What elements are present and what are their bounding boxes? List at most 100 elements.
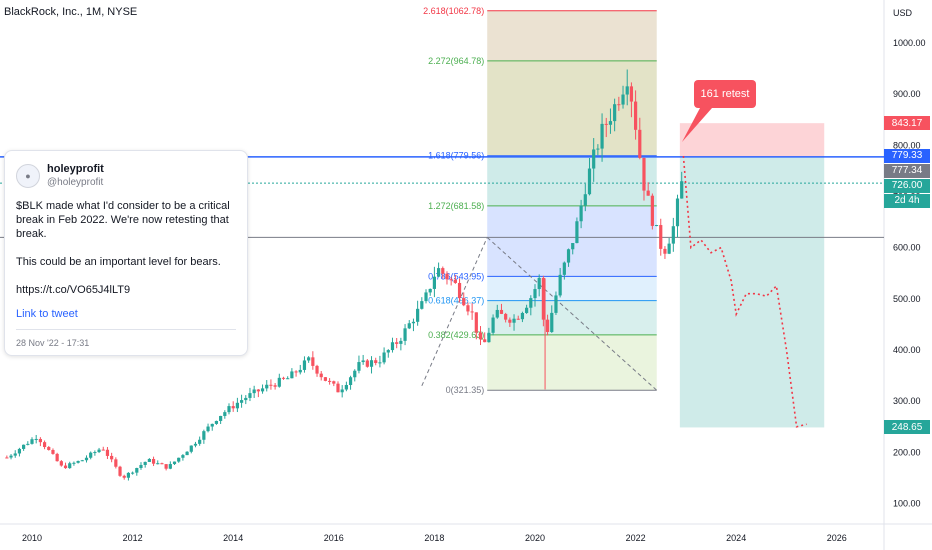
candle-body	[281, 377, 286, 379]
candle-body	[374, 360, 378, 364]
candle-body	[474, 312, 478, 333]
tweet-author-name[interactable]: holeyprofit	[47, 163, 104, 175]
x-tick-label: 2010	[22, 533, 42, 543]
tweet-author-handle[interactable]: @holeyprofit	[47, 177, 104, 188]
tweet-divider	[16, 329, 236, 330]
candle-body	[667, 243, 671, 254]
candle-body	[600, 123, 604, 149]
currency-label: USD	[893, 8, 913, 18]
candle-body	[659, 225, 663, 249]
price-tag: 248.65	[884, 420, 930, 435]
candle-body	[411, 321, 416, 324]
candle-body	[483, 339, 487, 343]
tweet-card[interactable]: ● holeyprofit @holeyprofit $BLK made wha…	[4, 150, 248, 356]
candle-body	[9, 455, 13, 458]
projection-path	[682, 155, 807, 428]
candle-body	[416, 308, 420, 322]
avatar[interactable]: ●	[16, 164, 40, 188]
fib-band	[487, 155, 657, 206]
candle-body	[675, 198, 680, 227]
retest-callout[interactable]: 161 retest	[694, 80, 756, 108]
x-tick-label: 2020	[525, 533, 545, 543]
candle-body	[63, 465, 68, 469]
candle-body	[466, 305, 470, 312]
candle-body	[68, 463, 72, 469]
x-tick-label: 2024	[726, 533, 746, 543]
candle-body	[206, 426, 210, 432]
candle-body	[273, 385, 277, 387]
candle-body	[579, 205, 583, 222]
fib-level-label: 1.618(779.56)	[428, 151, 484, 161]
tweet-url[interactable]: https://t.co/VO65J4lLT9	[16, 284, 131, 296]
candle-body	[193, 443, 198, 446]
candle-body	[562, 262, 566, 275]
y-tick-label: 800.00	[893, 140, 921, 150]
candle-body	[76, 460, 80, 463]
candle-body	[239, 400, 244, 403]
x-tick-label: 2018	[424, 533, 444, 543]
candle-body	[118, 466, 122, 476]
x-tick-label: 2012	[123, 533, 143, 543]
candle-body	[151, 458, 156, 464]
candle-body	[571, 243, 575, 250]
candle-body	[302, 360, 307, 370]
candle-body	[84, 457, 89, 461]
fib-level-label: 0.382(429.63)	[428, 330, 484, 340]
y-tick-label: 500.00	[893, 294, 921, 304]
candle-body	[105, 449, 110, 456]
candle-body	[545, 319, 550, 332]
candle-body	[210, 423, 214, 427]
candle-body	[51, 449, 55, 454]
fib-level-label: 0.618(496.37)	[428, 296, 484, 306]
candle-body	[357, 362, 361, 371]
candle-body	[428, 288, 432, 293]
candle-body	[424, 292, 428, 302]
fib-band	[487, 60, 657, 156]
candle-body	[621, 94, 625, 105]
candle-body	[587, 168, 592, 195]
candle-body	[126, 472, 131, 478]
candle-body	[378, 362, 382, 364]
tweet-date: 28 Nov '22 - 17:31	[16, 338, 90, 348]
candle-body	[680, 181, 684, 199]
y-tick-label: 1000.00	[893, 38, 926, 48]
fib-level-label: 1.272(681.58)	[428, 201, 484, 211]
candle-body	[101, 449, 105, 451]
fib-level-label: 2.618(1062.78)	[423, 6, 484, 16]
candle-body	[114, 459, 118, 467]
candle-body	[219, 415, 223, 421]
fib-band	[487, 334, 657, 391]
tweet-body: $BLK made what I'd consider to be a crit…	[16, 199, 236, 321]
candle-body	[369, 360, 374, 367]
candle-body	[336, 383, 340, 393]
candle-body	[642, 157, 646, 191]
candle-body	[499, 309, 504, 314]
candle-body	[575, 221, 579, 244]
candle-body	[72, 462, 76, 464]
fib-level-label: 0.786(543.95)	[428, 271, 484, 281]
candle-body	[663, 248, 667, 254]
candle-body	[235, 402, 239, 409]
candle-body	[55, 453, 59, 462]
candle-body	[172, 461, 177, 465]
candle-body	[436, 268, 441, 277]
candle-body	[298, 369, 302, 373]
candle-body	[432, 276, 436, 289]
price-tag: 726.00	[884, 178, 930, 193]
price-tag: 779.33	[884, 148, 930, 163]
candle-body	[604, 123, 608, 125]
candle-body	[386, 350, 390, 353]
candle-body	[189, 445, 193, 452]
candle-body	[671, 226, 675, 244]
tweet-author: holeyprofit @holeyprofit	[47, 162, 104, 190]
y-tick-label: 600.00	[893, 243, 921, 253]
link-to-tweet[interactable]: Link to tweet	[16, 308, 78, 320]
candle-body	[650, 195, 654, 226]
candle-body	[596, 148, 600, 150]
candle-body	[478, 332, 483, 340]
candle-body	[5, 457, 9, 459]
candle-body	[97, 449, 101, 453]
tweet-text-2: This could be an important level for bea…	[16, 256, 221, 268]
